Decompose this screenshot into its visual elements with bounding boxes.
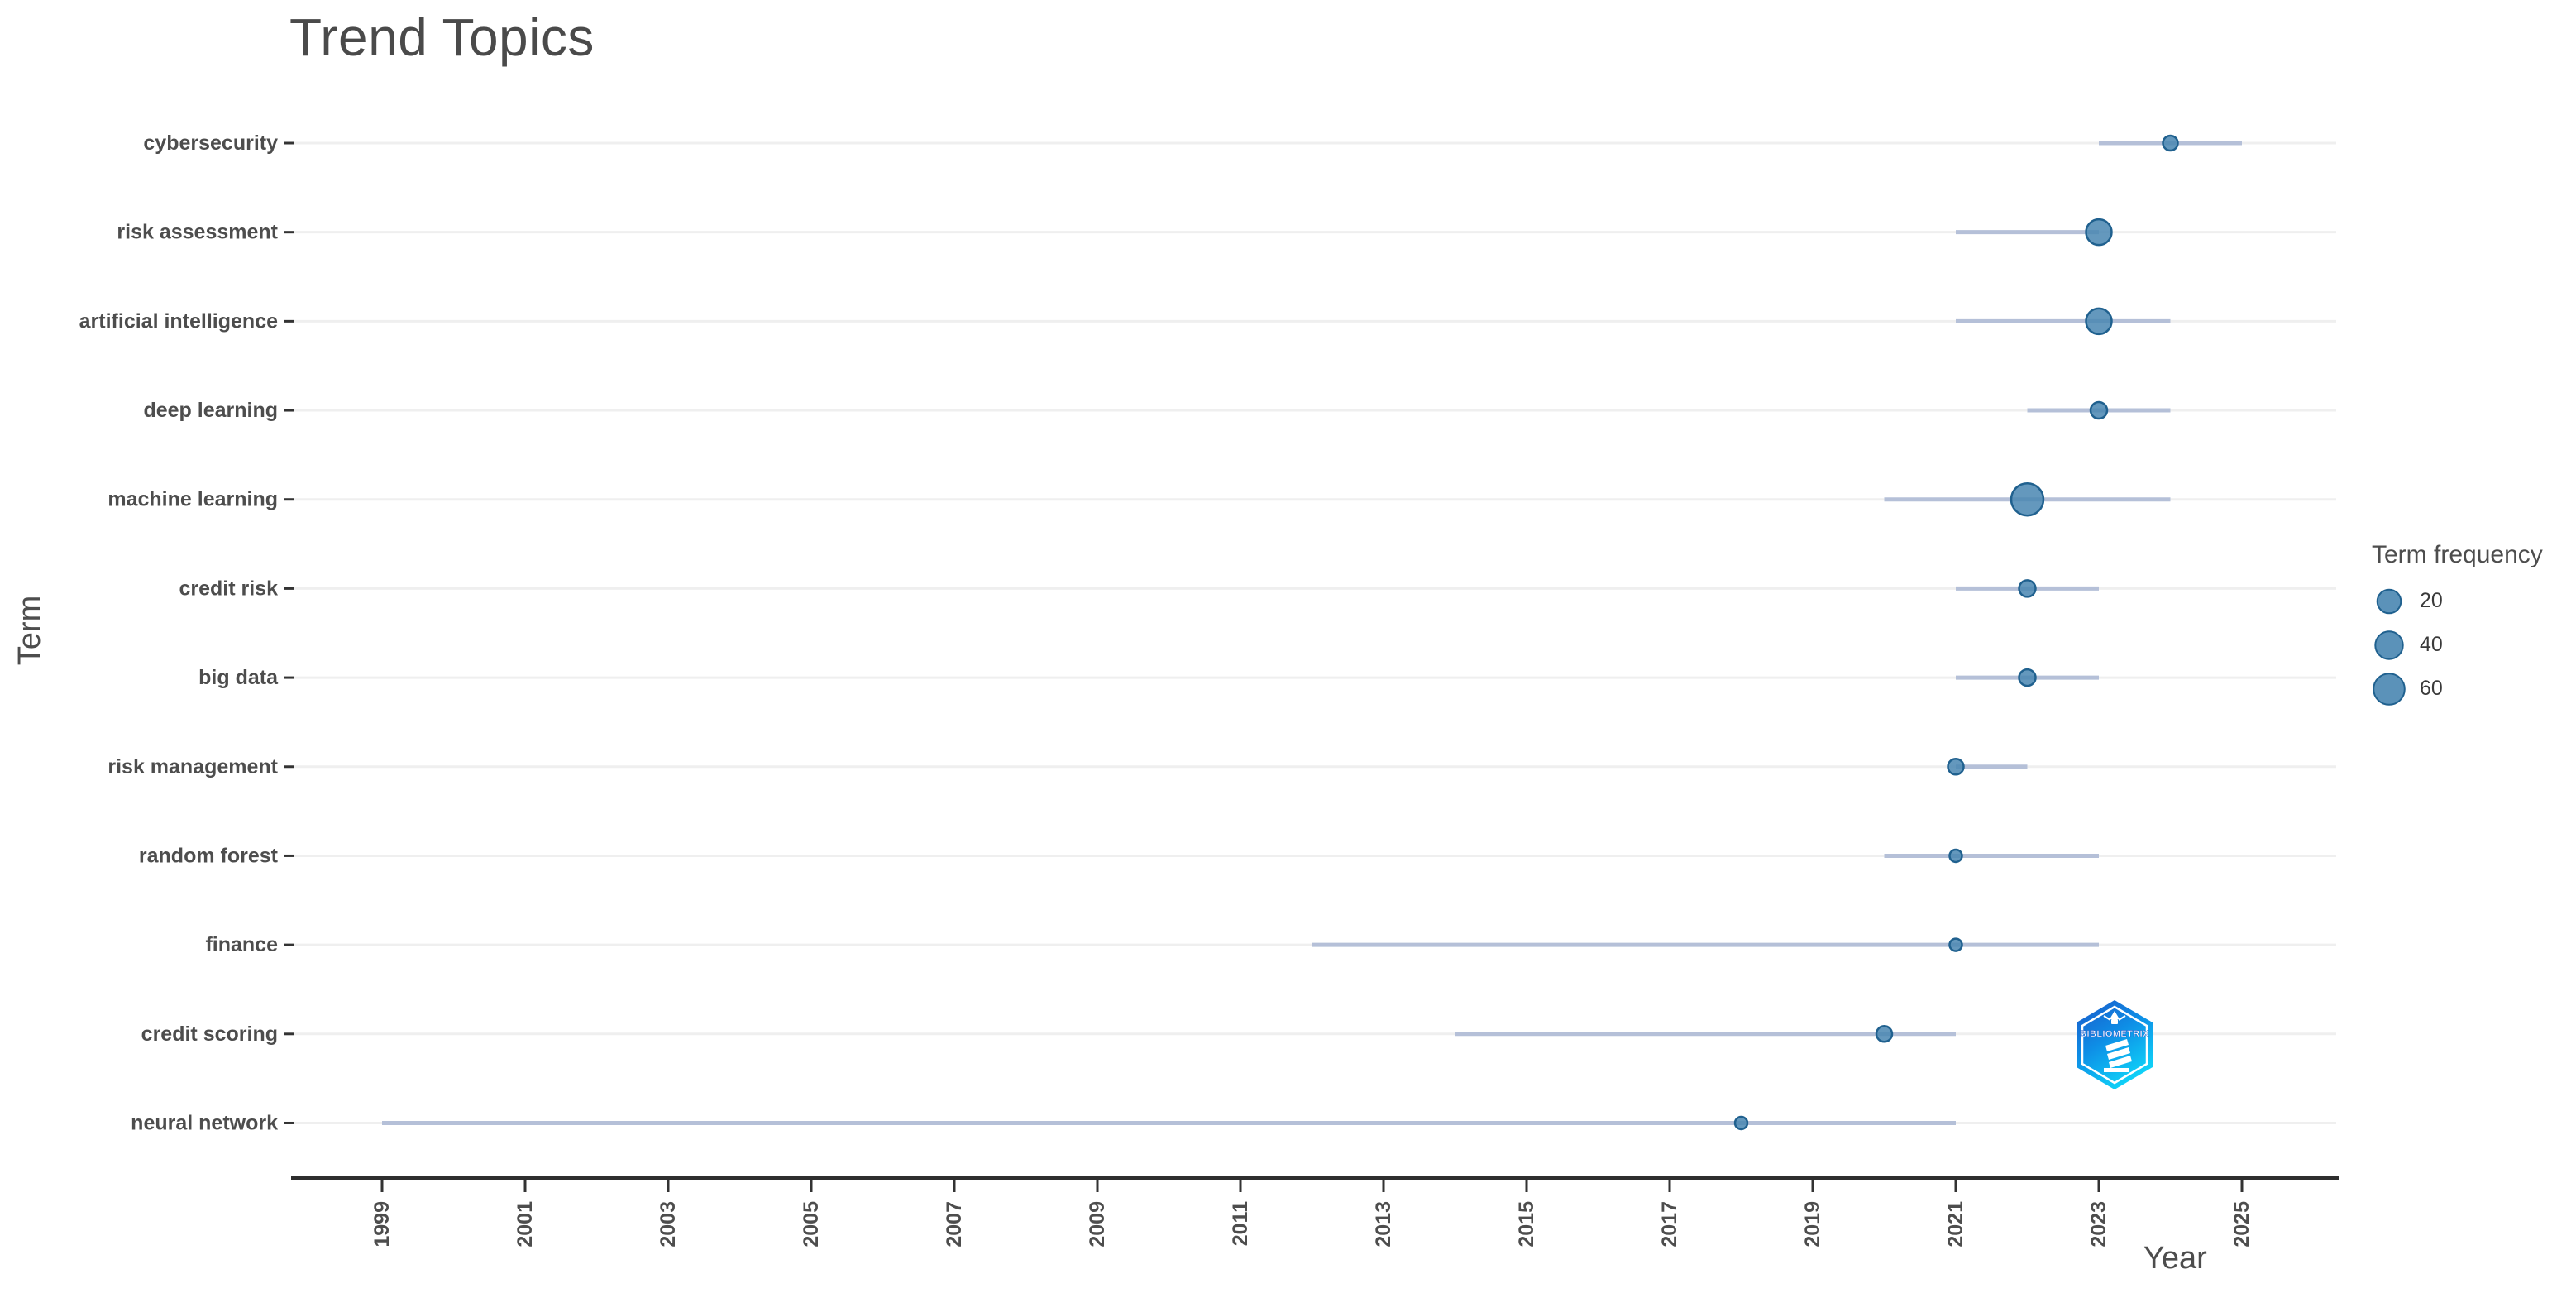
term-dot <box>1733 1115 1749 1131</box>
y-tick-label: neural network <box>131 1111 278 1134</box>
legend: Term frequency 20 40 60 <box>2372 541 2543 711</box>
legend-size-label: 60 <box>2420 677 2443 700</box>
legend-size-label: 40 <box>2420 633 2443 656</box>
x-tick-label: 2023 <box>2087 1201 2110 1248</box>
y-tick-label: credit scoring <box>141 1022 278 1046</box>
legend-item: 40 <box>2372 623 2543 667</box>
legend-size-dot <box>2374 630 2404 660</box>
bibliometrix-logo: BIBLIOMETRIX <box>2077 1000 2153 1089</box>
term-dot <box>2162 134 2179 152</box>
term-dot <box>1948 848 1963 864</box>
logo-inner-hexagon <box>2081 1005 2148 1085</box>
x-tick-label: 2019 <box>1801 1201 1824 1248</box>
y-axis-title: Term <box>12 596 47 665</box>
term-dot <box>2085 218 2113 247</box>
legend-item: 20 <box>2372 579 2543 623</box>
x-tick-label: 2005 <box>800 1201 823 1248</box>
y-tick-label: random forest <box>139 844 279 867</box>
x-tick-label: 2017 <box>1658 1201 1681 1248</box>
x-tick-label: 2007 <box>943 1201 966 1248</box>
legend-item: 60 <box>2372 667 2543 711</box>
y-tick-label: credit risk <box>179 577 278 600</box>
term-dot <box>1948 937 1963 952</box>
logo-wordmark: BIBLIOMETRIX <box>2080 1029 2149 1039</box>
x-tick-label: 2015 <box>1515 1201 1538 1248</box>
term-dot <box>1875 1025 1894 1043</box>
x-axis-line <box>291 1176 2339 1180</box>
legend-size-dot <box>2373 672 2406 706</box>
y-tick-label: risk assessment <box>117 221 278 244</box>
y-tick-label: deep learning <box>143 399 278 422</box>
x-tick-label: 2003 <box>657 1201 680 1248</box>
x-axis-title: Year <box>2143 1241 2207 1276</box>
x-tick-label: 2011 <box>1229 1201 1252 1246</box>
x-tick-label: 2013 <box>1372 1201 1395 1248</box>
chart-title: Trend Topics <box>289 7 595 67</box>
y-tick-label: big data <box>198 666 279 689</box>
logo-lighthouse <box>2103 1011 2132 1072</box>
legend-size-label: 20 <box>2420 589 2443 612</box>
term-dot <box>2089 400 2109 420</box>
legend-size-dot <box>2376 588 2402 614</box>
y-tick-label: cybersecurity <box>143 132 278 155</box>
y-tick-label: finance <box>205 933 278 956</box>
x-tick-label: 2009 <box>1086 1201 1109 1248</box>
term-dot <box>2085 307 2113 336</box>
x-tick-label: 2025 <box>2230 1201 2253 1248</box>
x-tick-label: 1999 <box>370 1201 394 1248</box>
term-dot <box>1947 758 1965 776</box>
term-dot <box>2010 481 2045 517</box>
y-tick-label: risk management <box>108 755 278 778</box>
legend-title: Term frequency <box>2372 541 2543 568</box>
x-tick-label: 2021 <box>1944 1201 1967 1248</box>
x-tick-label: 2001 <box>514 1201 537 1248</box>
term-dot <box>2018 668 2037 687</box>
term-dot <box>2018 579 2037 598</box>
y-tick-label: machine learning <box>108 488 278 511</box>
y-tick-label: artificial intelligence <box>79 309 278 333</box>
